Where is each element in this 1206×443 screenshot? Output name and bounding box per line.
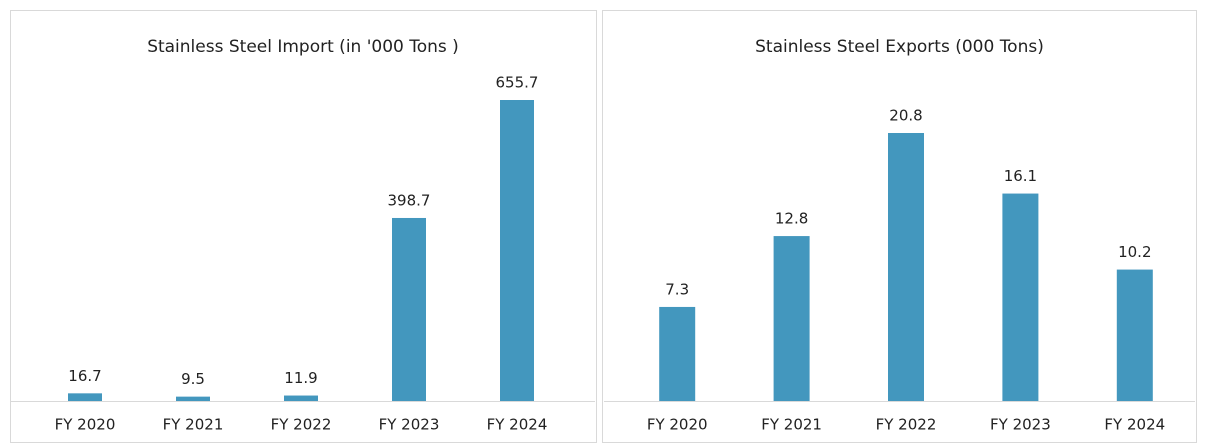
x-tick-label: FY 2022: [271, 416, 332, 434]
bar: [68, 393, 102, 401]
x-tick-label: FY 2020: [55, 416, 116, 434]
data-label: 20.8: [889, 107, 922, 125]
bar: [659, 306, 696, 401]
bar: [773, 236, 810, 401]
x-tick-label: FY 2023: [379, 416, 440, 434]
x-tick-label: FY 2024: [1104, 416, 1165, 434]
bar: [392, 217, 426, 401]
x-tick-label: FY 2021: [163, 416, 224, 434]
chart-title: Stainless Steel Exports (000 Tons): [755, 37, 1044, 57]
x-tick-label: FY 2021: [761, 416, 822, 434]
x-tick-label: FY 2022: [876, 416, 937, 434]
x-tick-label: FY 2020: [647, 416, 708, 434]
bar: [1002, 193, 1039, 401]
data-label: 398.7: [388, 191, 431, 209]
data-label: 655.7: [496, 74, 539, 92]
bar: [888, 133, 924, 401]
data-label: 11.9: [284, 369, 317, 387]
data-label: 16.1: [1004, 167, 1037, 185]
data-label: 9.5: [181, 370, 205, 388]
bar: [500, 100, 534, 401]
data-label: 10.2: [1118, 243, 1151, 261]
data-label: 7.3: [665, 280, 689, 298]
data-label: 12.8: [775, 210, 808, 228]
bar: [176, 396, 210, 401]
bar: [284, 395, 318, 401]
x-tick-label: FY 2023: [990, 416, 1051, 434]
x-tick-label: FY 2024: [487, 416, 548, 434]
bar: [1116, 269, 1153, 401]
data-label: 16.7: [68, 367, 101, 385]
chart-title: Stainless Steel Import (in '000 Tons ): [147, 37, 459, 57]
